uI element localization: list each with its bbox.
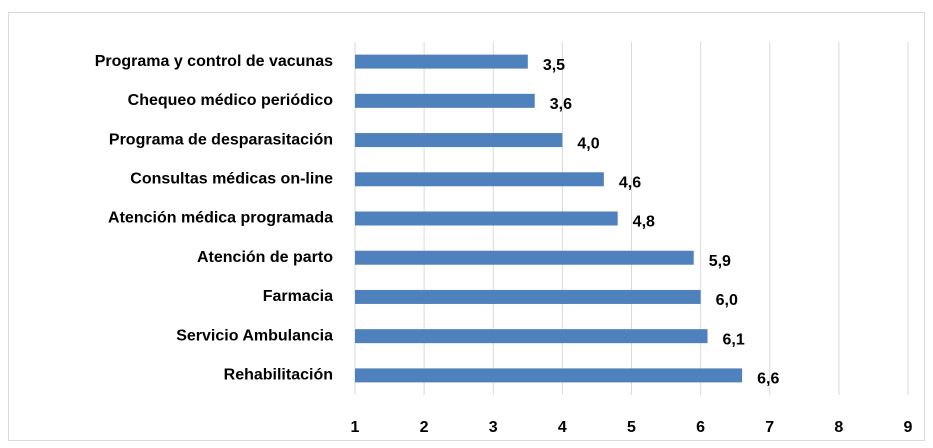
bar — [355, 289, 701, 304]
x-tick-label: 7 — [765, 419, 774, 436]
bar — [355, 368, 743, 383]
value-label: 3,6 — [550, 96, 572, 113]
y-tick-label: Programa y control de vacunas — [95, 53, 333, 70]
y-tick-label: Farmacia — [263, 288, 333, 305]
bar — [355, 172, 604, 187]
x-tick-label: 9 — [904, 419, 913, 436]
y-tick-label: Atención médica programada — [108, 210, 333, 227]
bar — [355, 54, 528, 69]
bar — [355, 329, 708, 344]
y-tick-label: Rehabilitación — [224, 367, 333, 384]
bar — [355, 211, 618, 226]
y-tick-label: Servicio Ambulancia — [176, 327, 333, 344]
x-tick-label: 8 — [834, 419, 843, 436]
value-label: 6,1 — [723, 331, 745, 348]
x-tick-label: 3 — [489, 419, 498, 436]
value-label: 6,6 — [757, 371, 779, 388]
y-tick-label: Atención de parto — [197, 249, 333, 266]
x-tick-label: 4 — [558, 419, 567, 436]
y-tick-label: Consultas médicas on-line — [130, 170, 333, 187]
y-tick-label: Programa de desparasitación — [109, 131, 333, 148]
bar — [355, 133, 563, 148]
x-tick-label: 6 — [696, 419, 705, 436]
bar — [355, 93, 535, 108]
value-label: 4,8 — [633, 214, 655, 231]
x-tick-label: 2 — [420, 419, 429, 436]
value-label: 3,5 — [543, 57, 565, 74]
y-tick-label: Chequeo médico periódico — [128, 92, 334, 109]
value-label: 4,6 — [619, 174, 641, 191]
value-label: 4,0 — [577, 135, 599, 152]
value-label: 6,0 — [716, 292, 738, 309]
x-tick-label: 1 — [351, 419, 360, 436]
x-tick-label: 5 — [627, 419, 636, 436]
value-label: 5,9 — [709, 253, 731, 270]
bar — [355, 250, 694, 265]
